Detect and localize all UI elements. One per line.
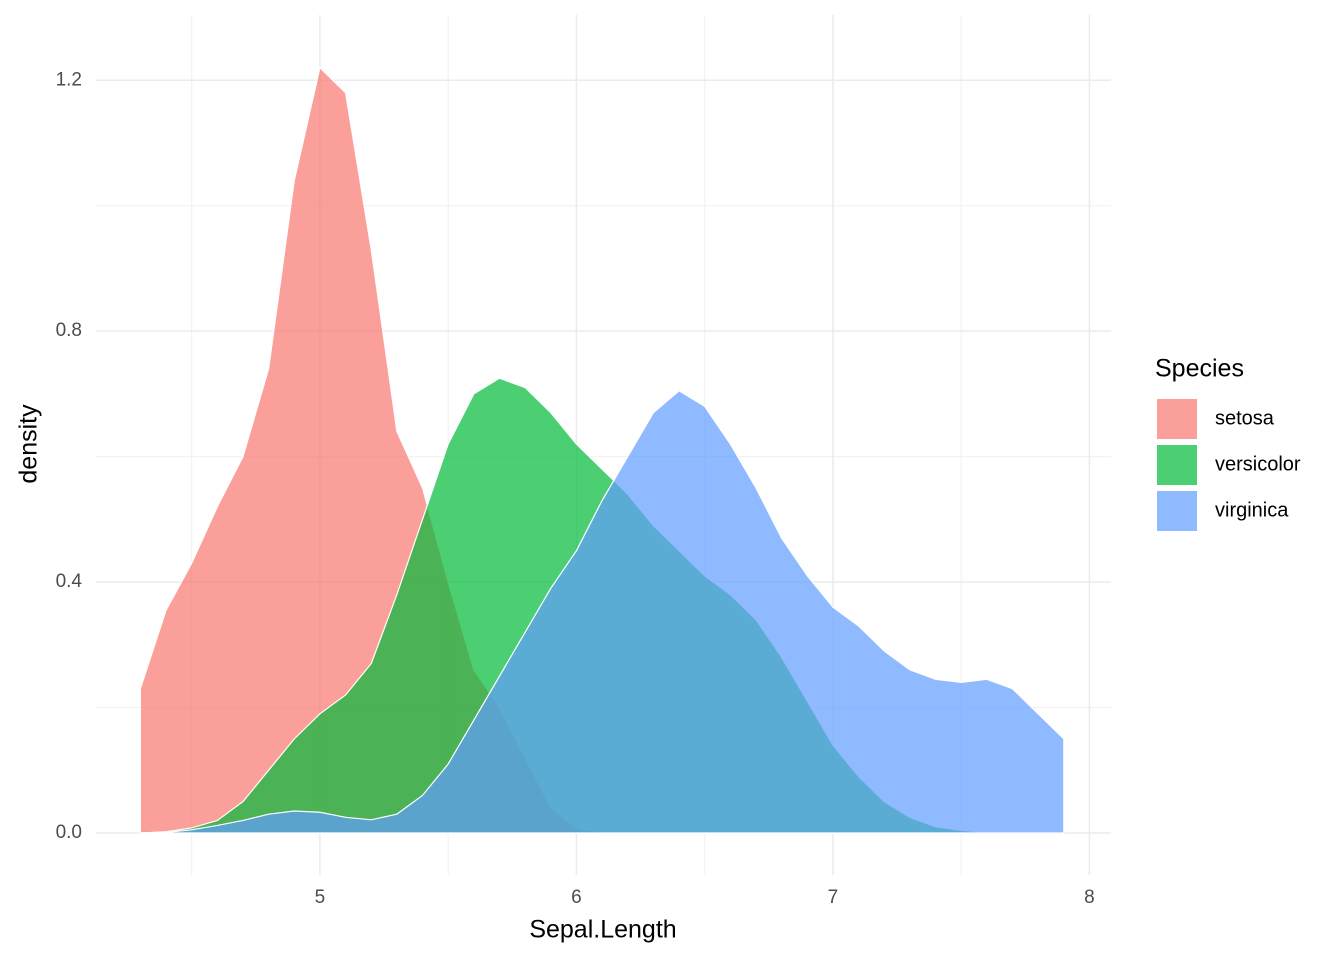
x-tick-label: 5 [315, 887, 326, 908]
x-tick-label: 8 [1084, 887, 1095, 908]
legend-label: virginica [1215, 499, 1289, 521]
legend-title: Species [1155, 355, 1244, 383]
y-tick-label: 0.4 [56, 571, 83, 592]
legend-key [1157, 399, 1197, 439]
y-tick-label: 1.2 [56, 69, 82, 90]
x-tick-label: 6 [571, 887, 582, 908]
legend-key [1157, 445, 1197, 485]
y-tick-label: 0.0 [56, 822, 82, 843]
legend-label: versicolor [1215, 453, 1301, 475]
y-tick-label: 0.8 [56, 320, 82, 341]
density-area [140, 390, 1065, 834]
x-tick-label: 7 [828, 887, 839, 908]
y-axis-title: density [15, 404, 43, 484]
legend-label: setosa [1215, 407, 1275, 429]
x-axis-title: Sepal.Length [529, 916, 676, 944]
legend-key [1157, 491, 1197, 531]
